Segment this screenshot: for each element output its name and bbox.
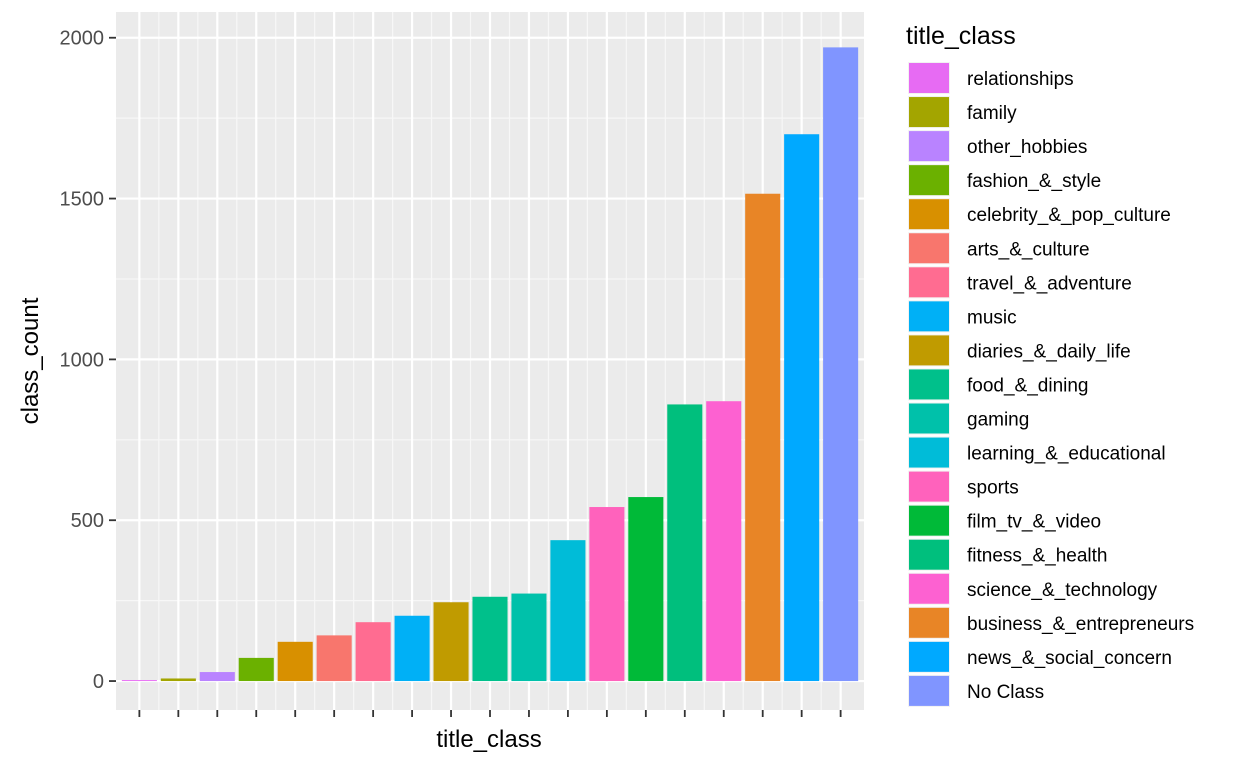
legend-label: travel_&_adventure — [967, 273, 1132, 294]
bar — [589, 507, 625, 682]
legend-swatch — [909, 573, 949, 604]
bar — [355, 622, 391, 682]
legend-label: food_&_dining — [967, 375, 1089, 396]
bar — [394, 615, 430, 682]
y-tick-label: 0 — [93, 671, 104, 693]
bar — [550, 540, 586, 682]
legend-label: news_&_social_concern — [967, 648, 1172, 669]
legend: title_class relationships family other_hob… — [906, 22, 1194, 707]
y-tick-label: 1500 — [60, 189, 105, 211]
legend-label: learning_&_educational — [967, 444, 1166, 465]
legend-label: business_&_entrepreneurs — [967, 614, 1194, 635]
legend-label: sports — [967, 478, 1019, 499]
legend-label: other_hobbies — [967, 137, 1087, 158]
bar — [238, 657, 274, 682]
bar — [511, 593, 547, 682]
legend-swatch — [909, 505, 949, 536]
legend-label: music — [967, 307, 1017, 328]
bar — [667, 404, 703, 682]
legend-label: gaming — [967, 410, 1029, 431]
legend-swatch — [909, 335, 949, 366]
y-tick-label: 500 — [71, 510, 104, 532]
bar — [160, 678, 196, 682]
legend-swatch — [909, 63, 949, 93]
legend-swatch — [909, 471, 949, 502]
legend-swatch — [909, 233, 949, 264]
legend-swatch — [909, 97, 949, 128]
legend-swatch — [909, 437, 949, 468]
bar — [706, 401, 742, 682]
legend-label: family — [967, 103, 1017, 124]
legend-label: fashion_&_style — [967, 171, 1101, 192]
legend-label: science_&_technology — [967, 580, 1158, 601]
bar — [472, 596, 508, 682]
legend-swatch — [909, 607, 949, 638]
minor-gridlines — [116, 12, 864, 710]
bars — [121, 47, 859, 682]
legend-label: No Class — [967, 682, 1044, 703]
legend-label: fitness_&_health — [967, 546, 1108, 567]
legend-swatch — [909, 301, 949, 332]
y-axis-title: class_count — [17, 297, 44, 424]
bar — [316, 635, 352, 682]
bar — [784, 134, 820, 682]
legend-items: relationships family other_hobbies fashion_… — [908, 62, 1194, 707]
bar — [121, 680, 157, 682]
y-tick-label: 1000 — [60, 349, 105, 371]
legend-swatch — [909, 641, 949, 672]
bar — [277, 641, 313, 682]
legend-label: diaries_&_daily_life — [967, 341, 1131, 362]
y-axis: 0 500 1000 1500 2000 — [60, 28, 842, 717]
y-tick-label: 2000 — [60, 28, 105, 50]
bar — [199, 672, 235, 682]
legend-swatch — [909, 539, 949, 570]
legend-swatch — [909, 199, 949, 230]
legend-swatch — [909, 403, 949, 434]
legend-label: celebrity_&_pop_culture — [967, 205, 1171, 226]
legend-swatch — [909, 165, 949, 196]
legend-swatch — [909, 369, 949, 400]
legend-title: title_class — [906, 22, 1016, 50]
bar — [628, 497, 664, 682]
bar — [433, 602, 469, 682]
legend-label: relationships — [967, 69, 1074, 90]
legend-label: arts_&_culture — [967, 239, 1090, 260]
x-axis-title: title_class — [436, 726, 541, 753]
bar — [745, 193, 781, 682]
bar — [823, 47, 859, 682]
legend-swatch — [909, 267, 949, 298]
legend-swatch — [909, 131, 949, 162]
legend-label: film_tv_&_video — [967, 512, 1101, 533]
legend-swatch — [909, 675, 949, 706]
